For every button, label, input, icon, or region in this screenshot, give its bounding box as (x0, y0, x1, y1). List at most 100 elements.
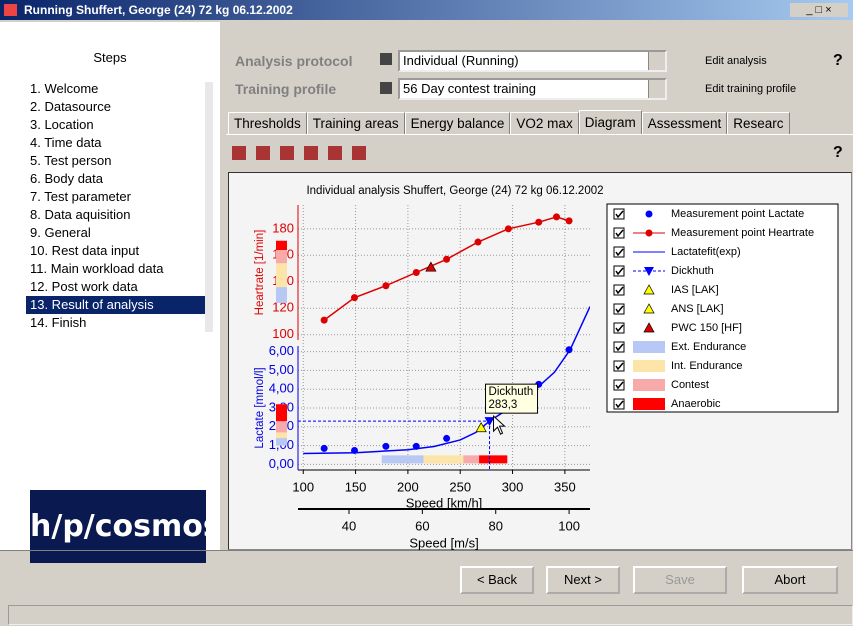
tooltip-value: 283,3 (489, 399, 518, 411)
x-tick-label: 300 (502, 479, 524, 494)
legend-checkbox (613, 341, 625, 353)
lac-axis-label: Lactate [mmol/l] (254, 367, 266, 448)
legend-checkbox (613, 265, 625, 277)
hr-tick-label: 120 (272, 300, 294, 315)
tooltip-title: Dickhuth (489, 386, 534, 398)
edit-analysis[interactable]: Edit analysis (705, 55, 767, 67)
step-item[interactable]: 7. Test parameter (30, 189, 131, 204)
legend-symbol (644, 267, 654, 276)
step-item[interactable]: 14. Finish (30, 315, 87, 330)
help[interactable]: ? (833, 52, 843, 69)
data-point (484, 417, 495, 427)
step-item[interactable]: 4. Time data (30, 135, 102, 150)
series-line (303, 306, 590, 455)
zone-bar (276, 404, 287, 422)
chart-title: Individual analysis Shuffert, George (24… (306, 185, 603, 197)
data-point (425, 261, 437, 272)
data-point (351, 294, 359, 302)
legend-check (615, 343, 624, 352)
legend-checkbox (613, 208, 625, 220)
legend-checkbox (613, 398, 625, 410)
step-item[interactable]: 10. Rest data input (30, 243, 140, 258)
data-point (320, 444, 328, 452)
step-item[interactable]: 9. General (30, 225, 91, 240)
zone-bar (276, 240, 287, 250)
lac-tick-label: 0,00 (269, 456, 294, 471)
legend-checkbox (613, 227, 625, 239)
tab[interactable]: Energy balance (404, 112, 511, 134)
tab[interactable]: Thresholds (228, 112, 307, 134)
legend-checkbox (613, 303, 625, 315)
step-item[interactable]: 8. Data aquisition (30, 207, 131, 222)
step-item[interactable]: 3. Location (30, 117, 94, 132)
zone-bar (463, 455, 480, 464)
legend-label: ANS [LAK] (671, 303, 724, 315)
window-controls[interactable]: _ □ × (790, 3, 848, 17)
data-point (475, 422, 487, 433)
step-item[interactable]: 2. Datasource (30, 99, 111, 114)
help[interactable]: ? (833, 144, 843, 161)
step-item[interactable]: 6. Body data (30, 171, 103, 186)
steps-panel: Steps 1. Welcome 2. Datasource 3. Location… (0, 22, 221, 563)
step-item[interactable]: 1. Welcome (30, 81, 99, 96)
x2-tick-label: 40 (342, 518, 356, 533)
zone-bar (276, 250, 287, 264)
legend-checkbox (613, 284, 625, 296)
legend-check (615, 229, 624, 238)
data-point (412, 269, 420, 276)
legend-check (615, 286, 624, 295)
print-icon[interactable] (380, 82, 392, 94)
tab[interactable]: Diagram (578, 110, 642, 134)
protocol-combo[interactable]: Individual (Running) (398, 50, 667, 72)
x2-tick-label: 60 (415, 518, 429, 533)
legend-checkbox (613, 322, 625, 334)
x-tick-label: 100 (292, 479, 314, 494)
legend-checkbox (613, 379, 625, 391)
profile-combo[interactable]: 56 Day contest training (398, 78, 667, 100)
edit-profile[interactable]: Edit training profile (705, 83, 797, 95)
data-point (565, 217, 573, 225)
step-item[interactable]: 13. Result of analysis (26, 296, 206, 314)
step-item[interactable]: 12. Post work data (30, 279, 138, 294)
lac-tick-label: 6,00 (269, 343, 294, 358)
print-icon[interactable] (380, 53, 392, 65)
legend-label: Anaerobic (671, 398, 721, 410)
step-item[interactable]: 11. Main workload data (30, 261, 164, 276)
tab[interactable]: Assessment (641, 112, 728, 134)
tab-strip: Thresholds Training areas Energy balance VO… (228, 110, 790, 134)
x-tick-label: 250 (449, 479, 471, 494)
legend-check (615, 267, 624, 276)
legend-check (615, 324, 624, 333)
legend-check (615, 381, 624, 390)
data-point (474, 238, 482, 246)
protocol-label: Analysis protocol (235, 53, 353, 69)
x-tick-label: 200 (397, 479, 419, 494)
tab[interactable]: Training areas (306, 112, 405, 134)
next-button[interactable]: Next > (546, 566, 620, 594)
abort-button[interactable]: Abort (742, 566, 838, 594)
legend-check (615, 248, 624, 257)
legend-symbol (645, 229, 653, 237)
hr-tick-label: 100 (272, 326, 294, 341)
legend (606, 203, 839, 413)
step-item[interactable]: 5. Test person (30, 153, 112, 168)
tab[interactable]: Researc (727, 112, 790, 134)
data-point (504, 225, 512, 233)
steps-heading: Steps (93, 50, 127, 65)
save-button[interactable]: Save (633, 566, 727, 594)
lac-tick-label: 5,00 (269, 362, 294, 377)
x2-axis-label: Speed [m/s] (409, 535, 478, 550)
profile-label: Training profile (235, 81, 337, 97)
cursor (493, 415, 506, 435)
legend-check (615, 305, 624, 314)
legend-check (615, 210, 624, 219)
toolbar[interactable] (232, 146, 372, 160)
x-tick-label: 350 (554, 479, 576, 494)
tab[interactable]: VO2 max (510, 112, 579, 134)
legend-swatch (633, 379, 665, 391)
zone-bar (479, 455, 508, 464)
back-button[interactable]: < Back (460, 566, 534, 594)
app-icon (4, 4, 17, 16)
x-tick-label: 150 (345, 479, 367, 494)
legend-label: Int. Endurance (671, 360, 743, 372)
